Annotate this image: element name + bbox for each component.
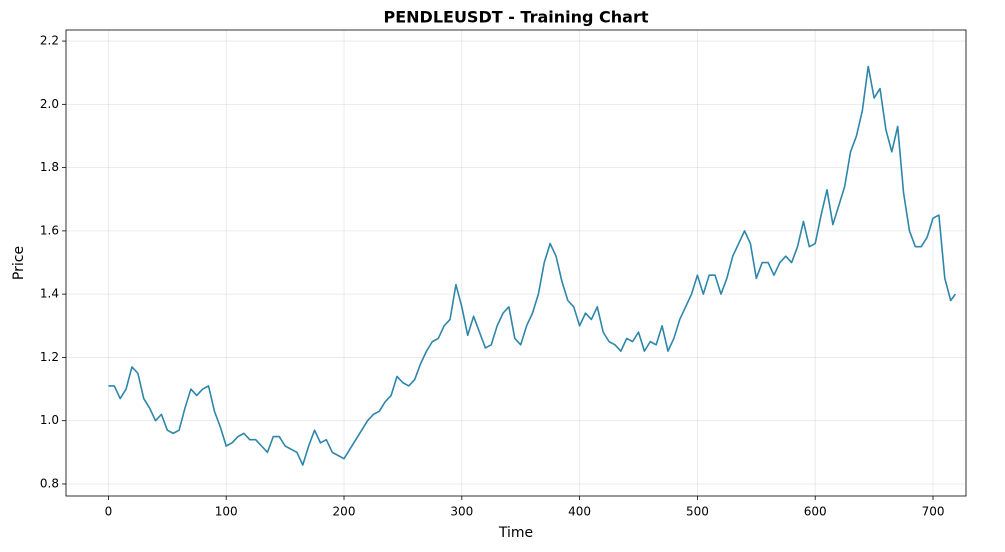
y-tick-label: 2.0 [40,97,59,111]
y-tick-label: 1.8 [40,160,59,174]
x-tick-label: 500 [686,505,709,519]
chart-title: PENDLEUSDT - Training Chart [383,8,648,27]
y-tick-label: 1.0 [40,413,59,427]
price-line [108,65,957,466]
y-tick-label: 0.8 [40,476,59,490]
y-tick-label: 1.4 [40,287,59,301]
y-axis-label: Price [11,246,27,280]
x-tick-label: 200 [333,505,356,519]
x-tick-label: 0 [105,505,113,519]
x-tick-label: 600 [804,505,827,519]
y-tick-label: 1.6 [40,223,59,237]
y-tick-label: 1.2 [40,350,59,364]
x-axis-label: Time [498,525,533,541]
y-tick-label: 2.2 [40,34,59,48]
x-tick-label: 700 [922,505,945,519]
plot-frame [65,29,967,497]
x-tick-label: 400 [568,505,591,519]
x-tick-label: 100 [215,505,238,519]
x-tick-label: 300 [450,505,473,519]
